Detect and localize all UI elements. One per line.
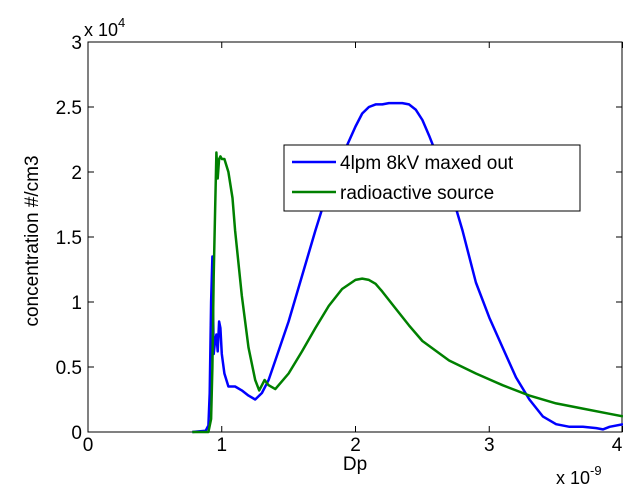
y-exponent-power: 4 — [118, 15, 125, 30]
y-tick-label: 0.5 — [56, 358, 82, 379]
series-layer — [192, 101, 623, 434]
x-tick-label: 3 — [484, 435, 495, 456]
y-tick-label: 1 — [71, 293, 82, 314]
legend-label-blue: 4lpm 8kV maxed out — [340, 153, 514, 174]
x-exponent-power: -9 — [590, 463, 602, 478]
series-line-green — [192, 151, 623, 434]
x-tick-label: 2 — [350, 435, 361, 456]
x-axis-label: Dp — [343, 454, 367, 475]
series-line-blue — [192, 101, 623, 434]
y-exponent-base: x 10 — [84, 20, 118, 40]
y-tick-label: 2.5 — [56, 98, 82, 119]
x-tick-label: 1 — [216, 435, 227, 456]
y-axis-label: concentration #/cm3 — [22, 155, 43, 326]
y-tick-label: 0 — [71, 423, 82, 444]
legend-box — [283, 144, 581, 212]
axis-ticks: 0 1 2 3 4 0 0.5 1 1.5 2 2.5 3 — [56, 33, 623, 456]
plot-area — [87, 41, 623, 433]
legend: 4lpm 8kV maxed out radioactive source — [283, 144, 581, 212]
x-exponent-base: x 10 — [556, 468, 590, 488]
x-tick-label: 0 — [83, 435, 94, 456]
y-tick-label: 2 — [71, 163, 82, 184]
y-axis-exponent: x 104 — [84, 15, 125, 40]
x-tick-label: 4 — [612, 435, 623, 456]
y-tick-label: 3 — [71, 33, 82, 54]
y-tick-label: 1.5 — [56, 228, 82, 249]
x-axis-exponent: x 10-9 — [556, 463, 602, 488]
legend-label-green: radioactive source — [340, 183, 494, 204]
